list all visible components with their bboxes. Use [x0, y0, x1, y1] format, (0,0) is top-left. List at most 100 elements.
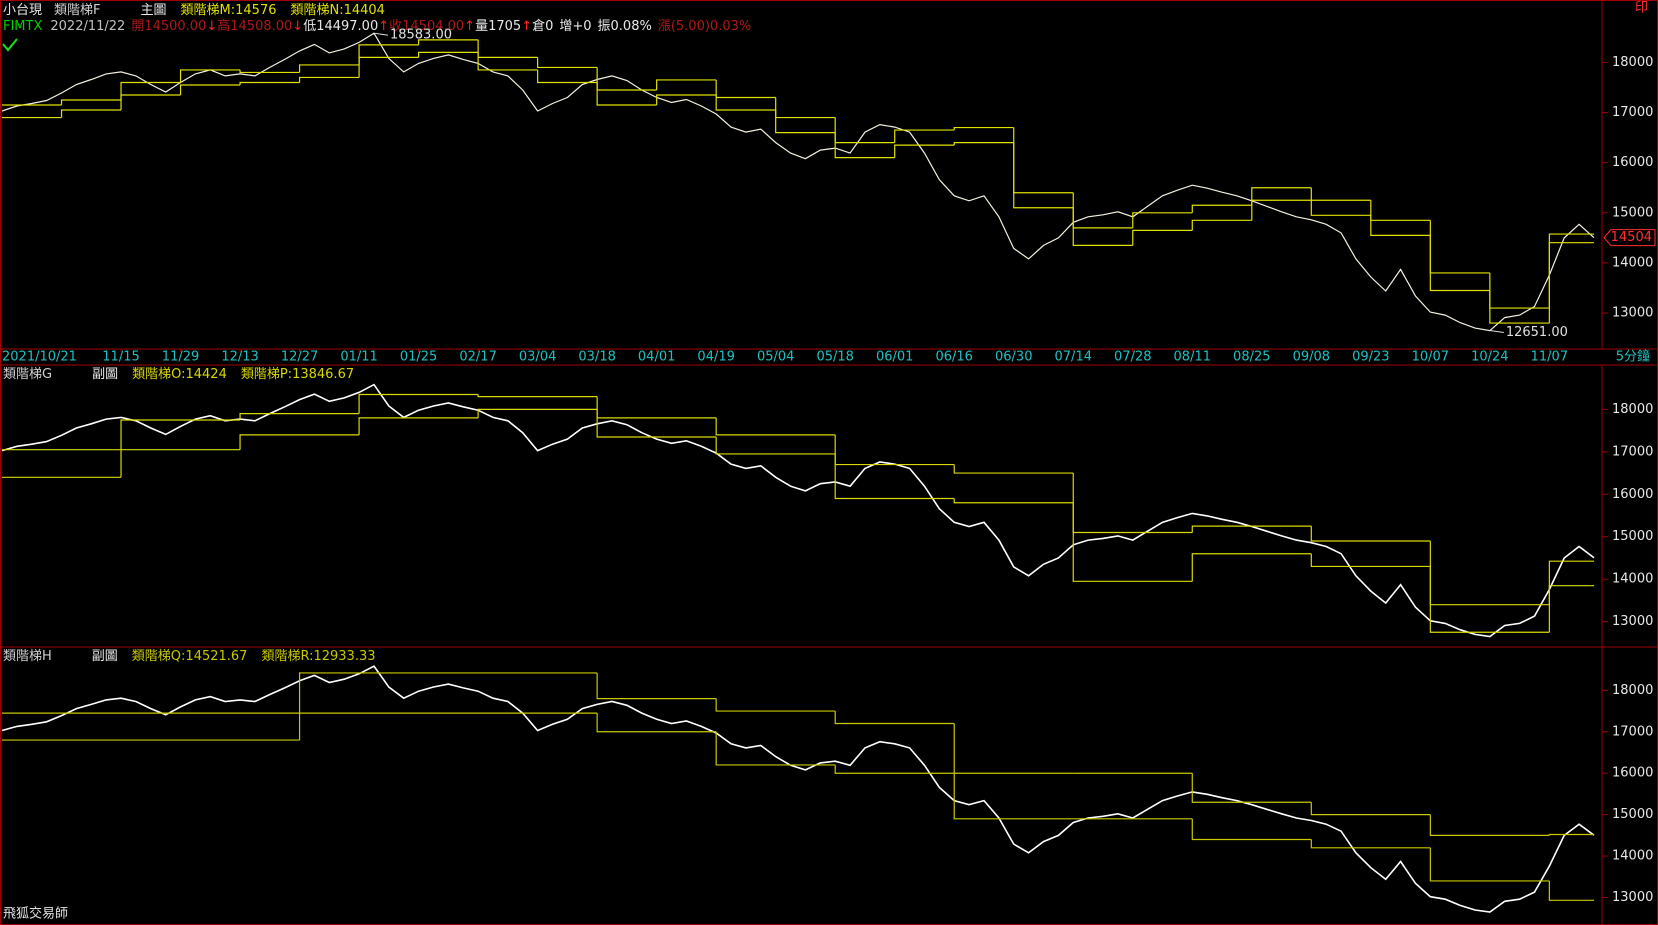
- step-line: [894, 129, 955, 143]
- x-tick-label: 05/18: [816, 350, 853, 365]
- step-line: [179, 84, 241, 95]
- step-line: [358, 393, 479, 414]
- step-line: [953, 126, 1014, 131]
- y-tick-label: 13000: [1612, 890, 1653, 905]
- legend-value: 13846.67: [292, 367, 354, 382]
- step-line: [1251, 199, 1312, 221]
- step-line: [1370, 215, 1431, 236]
- step-line: [953, 142, 1014, 146]
- x-tick-label: 09/08: [1293, 350, 1330, 365]
- step-line: [834, 764, 955, 774]
- quote-line: FIMTX 2022/11/22 開14500.00↓高14508.00↓低1449…: [3, 18, 751, 34]
- quote-item: ↑: [464, 19, 475, 34]
- step-line: [1191, 773, 1312, 803]
- x-tick-label: 01/25: [400, 350, 437, 365]
- quote-item: 振0.08%: [598, 19, 652, 34]
- step-line: [715, 698, 836, 712]
- x-tick-label: 07/14: [1055, 350, 1092, 365]
- legend-name: 類階梯Q:: [132, 649, 186, 664]
- step-line: [656, 79, 717, 90]
- step-line: [417, 51, 479, 58]
- status-check-icon: [2, 38, 18, 52]
- step-line: [596, 672, 717, 700]
- step-line: [298, 712, 598, 741]
- step-line: [537, 57, 598, 69]
- price-line: [1, 383, 1595, 638]
- legend-name: 類階梯O:: [132, 367, 185, 382]
- step-line: [1191, 204, 1252, 213]
- x-tick-label: 03/18: [578, 350, 615, 365]
- step-line: [1548, 585, 1594, 633]
- legend-value: 14576: [235, 3, 276, 18]
- step-line: [239, 69, 300, 74]
- step-line: [1548, 833, 1594, 836]
- panel-header: 類階梯G 副圖 類階梯O:14424 類階梯P:13846.67: [3, 367, 354, 382]
- step-line: [715, 94, 776, 111]
- step-line: [298, 76, 360, 83]
- step-line: [1191, 219, 1252, 231]
- y-tick-label: 18000: [1612, 683, 1653, 698]
- step-line: [239, 434, 360, 450]
- y-tick-label: 15000: [1612, 529, 1653, 544]
- x-tick-label: 05/04: [757, 350, 794, 365]
- low-pointer: [1489, 330, 1504, 334]
- step-line: [1132, 229, 1193, 246]
- price-line: [1, 32, 1595, 332]
- y-tick-label: 16000: [1612, 766, 1653, 781]
- step-line: [477, 394, 598, 398]
- x-tick-label: 11/29: [162, 350, 199, 365]
- step-line: [596, 82, 657, 106]
- step-line: [1548, 880, 1594, 901]
- x-tick-label: 2021/10/21: [2, 350, 77, 365]
- legend-name: 類階梯P:: [241, 367, 292, 382]
- step-line: [1548, 242, 1594, 324]
- x-tick-label: 10/24: [1471, 350, 1508, 365]
- quote-item: 量1705: [475, 19, 521, 34]
- step-line: [656, 94, 717, 106]
- y-tick-label: 14000: [1612, 572, 1653, 587]
- y-tick-label: 18000: [1612, 402, 1653, 417]
- x-tick-label: 06/30: [995, 350, 1032, 365]
- quote-item: ↓: [206, 19, 217, 34]
- legend-value: 14404: [344, 3, 385, 18]
- x-tick-label: 01/11: [340, 350, 377, 365]
- step-line: [120, 94, 181, 111]
- step-line: [239, 413, 360, 420]
- step-line: [120, 449, 241, 478]
- step-line: [596, 409, 717, 438]
- step-line: [953, 464, 1074, 474]
- x-tick-label: 10/07: [1412, 350, 1449, 365]
- high-pointer: [373, 32, 389, 36]
- indicator-name: 類階梯F: [54, 3, 100, 18]
- y-tick-label: 13000: [1612, 306, 1653, 321]
- step-line: [537, 69, 598, 84]
- x-tick-label: 04/01: [638, 350, 675, 365]
- step-line: [1429, 235, 1490, 292]
- x-tick-label: 12/27: [281, 350, 318, 365]
- view-name: 副圖: [92, 649, 118, 664]
- print-button[interactable]: 印: [1635, 1, 1648, 16]
- step-line: [834, 453, 955, 500]
- step-line: [1072, 502, 1193, 582]
- step-line: [894, 144, 955, 158]
- step-line: [60, 99, 122, 106]
- step-line: [179, 69, 241, 83]
- indicator-name: 類階梯H: [3, 649, 52, 664]
- step-line: [1251, 187, 1312, 206]
- step-line: [1489, 290, 1550, 324]
- step-line: [1013, 142, 1074, 209]
- instrument-name: 小台現: [3, 3, 42, 18]
- y-tick-label: 14000: [1612, 849, 1653, 864]
- last-price-tag: [1603, 229, 1656, 247]
- legend-name: 類階梯R:: [261, 649, 313, 664]
- date: 2022/11/22: [50, 19, 125, 34]
- legend-value: 14424: [185, 367, 226, 382]
- indicator-name: 類階梯G: [3, 367, 52, 382]
- step-line: [1310, 526, 1431, 542]
- step-line: [358, 56, 419, 78]
- step-line: [1191, 553, 1312, 582]
- step-line: [417, 39, 479, 45]
- y-tick-label: 13000: [1612, 614, 1653, 629]
- y-tick-label: 17000: [1612, 444, 1653, 459]
